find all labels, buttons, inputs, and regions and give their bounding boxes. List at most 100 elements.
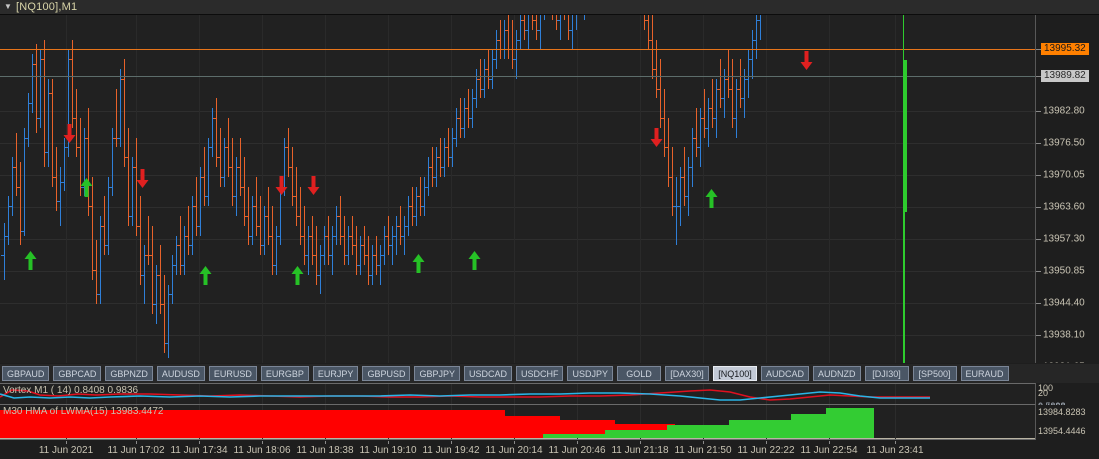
price-bar-open-tick: [121, 78, 124, 80]
symbol-tab-sp500[interactable]: [SP500]: [912, 366, 957, 381]
price-bar: [404, 215, 405, 256]
time-axis-label: 11 Jun 22:54: [800, 445, 858, 456]
price-scale-tick: [1036, 207, 1041, 208]
price-bar: [108, 176, 109, 256]
price-bar: [52, 78, 53, 187]
symbol-tab-audusd[interactable]: AUDUSD: [156, 366, 205, 381]
price-bar-open-tick: [217, 157, 220, 159]
price-bar: [684, 147, 685, 207]
price-bar: [268, 186, 269, 246]
price-scale[interactable]: 13995.32 13989.82 13982.80 13976.50 13970.05…: [1036, 15, 1099, 363]
price-bar: [84, 127, 85, 197]
price-bar: [212, 108, 213, 158]
price-bar: [60, 166, 61, 226]
symbol-tab-dax30[interactable]: [DAX30]: [665, 366, 709, 381]
price-bar-open-tick: [401, 235, 404, 237]
vortex-gridline: [451, 384, 452, 404]
symbol-tab-usdjpy[interactable]: USDJPY: [567, 366, 613, 381]
price-bar-open-tick: [645, 19, 648, 21]
bid-level-line: [0, 76, 1035, 77]
symbol-tab-eurjpy[interactable]: EURJPY: [312, 366, 359, 381]
time-axis-label: 11 Jun 18:06: [233, 445, 291, 456]
symbol-tab-audcad[interactable]: AUDCAD: [761, 366, 810, 381]
price-bar: [424, 176, 425, 216]
price-bar-open-tick: [109, 186, 112, 188]
symbol-tab-gbpjpy[interactable]: GBPJPY: [414, 366, 460, 381]
price-bar: [716, 78, 717, 138]
price-bar: [392, 225, 393, 265]
price-bar-open-tick: [285, 147, 288, 149]
price-bar: [748, 49, 749, 99]
symbol-tab-gbpaud[interactable]: GBPAUD: [2, 366, 50, 381]
price-bar-open-tick: [305, 255, 308, 257]
price-bar: [316, 225, 317, 285]
symbol-tab-nq100[interactable]: [NQ100]: [713, 366, 757, 381]
price-bar: [76, 88, 77, 158]
price-chart-pane[interactable]: [0, 15, 1036, 363]
vortex-gridline: [325, 384, 326, 404]
price-bar-open-tick: [721, 98, 724, 100]
price-bar-open-tick: [41, 59, 44, 61]
price-bar-open-tick: [437, 157, 440, 159]
price-scale-label: 13976.50: [1043, 137, 1085, 149]
vortex-indicator-pane[interactable]: Vortex M1 ( 14) 0.8408 0.9836: [0, 383, 1036, 405]
price-bar: [644, 15, 645, 30]
price-bar: [760, 15, 761, 40]
price-bar: [264, 206, 265, 256]
price-bar-open-tick: [665, 147, 668, 149]
vortex-scale-label: 20: [1038, 388, 1049, 398]
time-axis-label: 11 Jun 20:46: [548, 445, 606, 456]
price-bar: [400, 206, 401, 246]
time-axis-tick: [262, 441, 263, 444]
price-bar-open-tick: [713, 117, 716, 119]
price-bar-open-tick: [21, 230, 24, 232]
price-bar: [552, 15, 553, 20]
symbol-tab-euraud[interactable]: EURAUD: [960, 366, 1009, 381]
hma-gridline: [640, 405, 641, 439]
price-bar-open-tick: [301, 235, 304, 237]
symbol-tab-strip[interactable]: GBPAUD GBPCAD GBPNZD AUDUSD EURUSD EURGBP EURJ…: [0, 364, 1099, 383]
price-bar-open-tick: [225, 147, 228, 149]
price-bar-open-tick: [393, 235, 396, 237]
symbol-tab-gbpcad[interactable]: GBPCAD: [53, 366, 102, 381]
time-axis[interactable]: 11 Jun 2021 11 Jun 17:02 11 Jun 17:34 11 Ju…: [0, 441, 1099, 459]
vortex-gridline: [703, 384, 704, 404]
price-bar-open-tick: [425, 186, 428, 188]
symbol-tab-gbpnzd[interactable]: GBPNZD: [105, 366, 153, 381]
price-bar-open-tick: [125, 157, 128, 159]
price-bar: [528, 15, 529, 50]
hma-indicator-pane[interactable]: M30 HMA of LWMA(15) 13983.4472: [0, 405, 1036, 440]
price-bar: [428, 157, 429, 197]
time-axis-label: 11 Jun 19:42: [422, 445, 480, 456]
price-bar: [720, 59, 721, 109]
price-bar: [72, 39, 73, 128]
price-bar-open-tick: [313, 255, 316, 257]
symbol-tab-dji30[interactable]: [DJI30]: [864, 366, 909, 381]
price-bar-open-tick: [229, 166, 232, 168]
price-bar: [572, 15, 573, 50]
symbol-tab-usdcad[interactable]: USDCAD: [463, 366, 512, 381]
price-bar-open-tick: [369, 274, 372, 276]
price-bar: [356, 225, 357, 275]
time-axis-tick: [451, 441, 452, 444]
symbol-tab-usdchf[interactable]: USDCHF: [515, 366, 564, 381]
hma-histogram-bar-positive: [826, 408, 874, 438]
price-bar: [432, 147, 433, 187]
time-axis-label: 11 Jun 21:18: [611, 445, 669, 456]
chart-menu-caret-icon[interactable]: ▼: [4, 2, 12, 11]
symbol-tab-eurusd[interactable]: EURUSD: [208, 366, 257, 381]
price-bar: [36, 44, 37, 133]
hma-histogram-bar-positive: [605, 430, 667, 438]
symbol-tab-gold[interactable]: GOLD: [617, 366, 661, 381]
hma-histogram-bar-positive: [543, 434, 605, 438]
price-bar-open-tick: [117, 137, 120, 139]
price-bar: [348, 225, 349, 265]
symbol-tab-audnzd[interactable]: AUDNZD: [813, 366, 861, 381]
price-bar: [408, 196, 409, 236]
symbol-tab-gbpusd[interactable]: GBPUSD: [362, 366, 411, 381]
price-bar: [128, 127, 129, 226]
time-axis-label: 11 Jun 2021: [38, 445, 94, 456]
symbol-tab-eurgbp[interactable]: EURGBP: [260, 366, 309, 381]
price-bar: [260, 196, 261, 256]
price-bar-open-tick: [689, 166, 692, 168]
